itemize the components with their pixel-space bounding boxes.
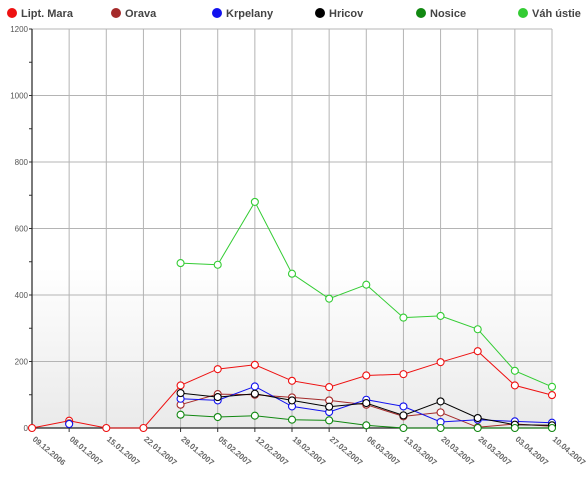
y-tick-label: 200 xyxy=(15,358,29,367)
legend-item: Orava xyxy=(111,8,157,20)
data-point xyxy=(250,382,259,391)
y-tick-label: 400 xyxy=(15,291,29,300)
series-hricov xyxy=(176,389,557,430)
data-point xyxy=(399,370,408,379)
y-tick-label: 1000 xyxy=(10,92,28,101)
data-point xyxy=(102,423,111,433)
data-point xyxy=(250,389,259,398)
y-tick-label: 0 xyxy=(24,424,29,433)
data-point xyxy=(436,408,445,417)
x-tick-label: 09.12.2006 xyxy=(31,435,68,468)
data-point xyxy=(473,413,482,423)
legend-item: Váh ústie xyxy=(518,8,581,20)
data-point xyxy=(176,381,185,390)
data-point xyxy=(473,423,482,433)
data-point xyxy=(250,360,259,369)
series-nosice xyxy=(176,410,557,433)
data-point xyxy=(250,197,259,206)
data-point xyxy=(250,411,259,420)
legend-item: Nosice xyxy=(416,8,466,20)
x-tick-label: 08.01.2007 xyxy=(68,435,105,468)
legend-label: Hricov xyxy=(329,8,364,20)
data-point xyxy=(139,423,148,433)
data-point xyxy=(325,416,334,425)
data-point xyxy=(473,325,482,334)
data-point xyxy=(287,269,297,278)
legend-marker xyxy=(416,8,426,18)
legend-marker xyxy=(518,8,528,18)
data-point xyxy=(213,393,222,402)
data-point xyxy=(325,383,334,392)
data-point xyxy=(213,365,222,374)
data-point xyxy=(325,294,334,303)
legend-label: Nosice xyxy=(430,8,466,20)
legend-label: Lipt. Mara xyxy=(21,8,74,20)
data-point xyxy=(436,311,445,320)
data-point xyxy=(362,421,371,430)
x-tick-label: 19.02.2007 xyxy=(291,435,328,468)
legend-item: Krpelany xyxy=(212,8,274,20)
data-point xyxy=(436,423,445,433)
data-point xyxy=(176,410,185,419)
data-point xyxy=(473,347,482,356)
legend-label: Krpelany xyxy=(226,8,274,20)
x-tick-label: 06.03.2007 xyxy=(365,435,402,468)
data-point xyxy=(399,402,408,411)
data-point xyxy=(65,419,74,429)
x-tick-label: 03.04.2007 xyxy=(514,435,551,468)
x-tick-label: 22.01.2007 xyxy=(142,435,179,468)
data-point xyxy=(325,402,334,411)
legend-item: Hricov xyxy=(315,8,364,20)
x-tick-label: 29.01.2007 xyxy=(179,435,216,468)
x-tick-label: 13.03.2007 xyxy=(402,435,439,468)
x-tick-label: 05.02.2007 xyxy=(216,435,253,468)
data-point xyxy=(547,423,557,433)
data-point xyxy=(287,396,297,405)
data-point xyxy=(287,376,297,385)
x-tick-label: 15.01.2007 xyxy=(105,435,142,468)
legend-marker xyxy=(7,8,17,18)
data-point xyxy=(213,260,222,269)
x-tick-label: 10.04.2007 xyxy=(551,435,588,468)
y-tick-label: 600 xyxy=(15,225,29,234)
data-point xyxy=(27,423,37,433)
series-v-h-stie xyxy=(176,197,557,391)
data-point xyxy=(399,411,408,420)
legend-item: Lipt. Mara xyxy=(7,8,74,20)
y-tick-label: 800 xyxy=(15,158,29,167)
data-point xyxy=(510,366,519,375)
data-point xyxy=(287,415,297,424)
data-point xyxy=(362,399,371,408)
data-point xyxy=(362,280,371,289)
x-tick-label: 20.03.2007 xyxy=(439,435,476,468)
data-point xyxy=(399,423,408,433)
data-point xyxy=(399,313,408,322)
data-point xyxy=(213,412,222,422)
data-point xyxy=(176,259,185,268)
data-point xyxy=(436,358,445,367)
legend-label: Váh ústie xyxy=(532,8,581,20)
data-point xyxy=(547,391,557,400)
legend-label: Orava xyxy=(125,8,157,20)
legend-marker xyxy=(315,8,325,18)
legend-marker xyxy=(111,8,121,18)
data-point xyxy=(176,389,185,398)
x-tick-label: 12.02.2007 xyxy=(254,435,291,468)
y-tick-label: 1200 xyxy=(10,25,28,34)
legend-marker xyxy=(212,8,222,18)
data-point xyxy=(436,397,445,406)
data-point xyxy=(547,382,557,391)
data-point xyxy=(510,423,519,433)
data-point xyxy=(362,371,371,380)
x-tick-label: 26.03.2007 xyxy=(476,435,513,468)
x-tick-label: 27.02.2007 xyxy=(328,435,365,468)
data-point xyxy=(510,381,519,390)
